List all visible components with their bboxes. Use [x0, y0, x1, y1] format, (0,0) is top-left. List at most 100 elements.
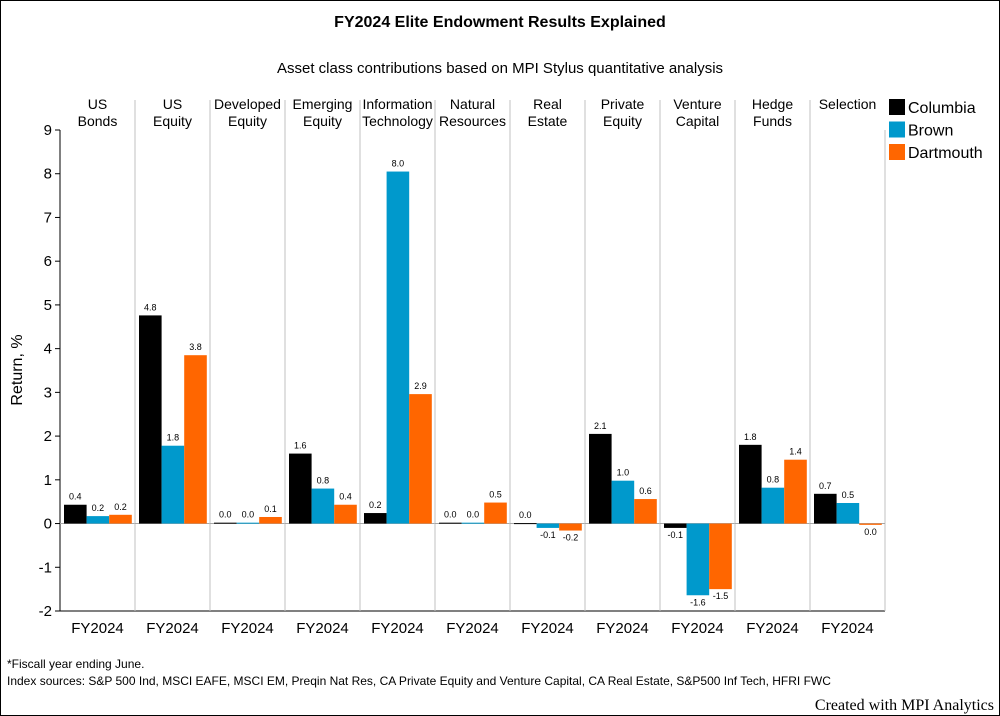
bar-dartmouth: [259, 516, 282, 524]
bar-columbia: [739, 444, 762, 524]
y-tick-label: 5: [44, 297, 52, 314]
data-label: 1.0: [617, 468, 630, 478]
data-label: 2.9: [414, 381, 427, 391]
data-label: 0.0: [242, 510, 255, 520]
data-label: 2.1: [594, 421, 607, 431]
x-tick-label: FY2024: [821, 620, 874, 637]
bar-columbia: [364, 513, 387, 524]
data-label: 0.0: [444, 510, 457, 520]
panel-header-label: Information: [362, 96, 432, 112]
panel-header-label: Selection: [819, 96, 877, 112]
panel-header-label: Estate: [528, 113, 568, 129]
bar-brown: [236, 522, 260, 524]
bar-columbia: [439, 522, 462, 524]
panel-header-label: Natural: [450, 96, 495, 112]
data-label: 0.7: [819, 481, 832, 491]
data-label: 0.1: [264, 504, 277, 514]
data-label: 0.5: [842, 490, 855, 500]
bar-dartmouth: [109, 514, 132, 524]
legend-swatch-dartmouth: [889, 144, 905, 160]
data-label: 8.0: [392, 159, 405, 169]
bar-brown: [611, 480, 635, 524]
y-tick-label: 3: [44, 384, 52, 401]
bar-columbia: [139, 315, 162, 524]
data-label: 1.8: [167, 433, 180, 443]
bar-brown: [761, 487, 785, 524]
bar-dartmouth: [859, 523, 882, 525]
panel-header-label: Resources: [439, 113, 506, 129]
y-tick-label: -2: [39, 603, 52, 620]
panel-header-label: Technology: [362, 113, 433, 129]
data-label: 1.8: [744, 432, 757, 442]
data-label: 0.2: [369, 500, 382, 510]
bar-brown: [161, 445, 185, 524]
panel-header-label: Venture: [673, 96, 721, 112]
data-label: 0.0: [467, 510, 480, 520]
bar-dartmouth: [334, 504, 357, 524]
panel-header-label: Developed: [214, 96, 281, 112]
data-label: 1.4: [789, 447, 802, 457]
y-tick-label: 2: [44, 428, 52, 445]
bar-dartmouth: [784, 459, 807, 524]
data-label: 0.4: [69, 492, 82, 502]
bar-brown: [836, 502, 860, 524]
x-tick-label: FY2024: [521, 620, 574, 637]
legend: Columbia Brown Dartmouth: [889, 99, 983, 162]
data-label: 0.2: [92, 503, 105, 513]
data-label: -1.5: [713, 591, 729, 601]
panel-header-label: US: [88, 96, 107, 112]
legend-swatch-brown: [889, 121, 905, 138]
bar-dartmouth: [709, 523, 732, 590]
y-tick-label: -1: [39, 559, 52, 576]
data-label: -0.1: [668, 530, 684, 540]
bar-columbia: [814, 493, 837, 524]
data-label: 0.0: [519, 510, 532, 520]
data-label: 0.8: [317, 476, 330, 486]
x-tick-label: FY2024: [446, 620, 499, 637]
data-label: 0.2: [114, 502, 127, 512]
bar-columbia: [289, 453, 312, 524]
data-label: -1.6: [690, 597, 706, 607]
bar-columbia: [664, 523, 687, 528]
x-tick-label: FY2024: [371, 620, 424, 637]
bar-columbia: [214, 522, 237, 524]
data-label: 3.8: [189, 342, 202, 352]
legend-swatch-columbia: [889, 99, 905, 115]
panel-header-label: Emerging: [293, 96, 353, 112]
x-tick-label: FY2024: [296, 620, 349, 637]
bar-columbia: [514, 523, 537, 525]
bar-columbia: [64, 504, 87, 524]
panel-header-label: Private: [601, 96, 645, 112]
bar-brown: [386, 171, 410, 524]
panel-header-label: Real: [533, 96, 562, 112]
chart-title: FY2024 Elite Endowment Results Explained: [334, 14, 666, 31]
data-label: 0.5: [489, 490, 502, 500]
data-label: -0.2: [563, 533, 579, 543]
bar-dartmouth: [559, 523, 582, 531]
y-tick-label: 1: [44, 472, 52, 489]
legend-label-columbia: Columbia: [908, 100, 976, 117]
y-tick-label: 0: [44, 516, 52, 533]
bar-brown: [461, 522, 485, 524]
data-label: 0.8: [767, 475, 780, 485]
panel-header-label: Funds: [753, 113, 792, 129]
x-tick-label: FY2024: [221, 620, 274, 637]
x-tick-label: FY2024: [71, 620, 124, 637]
bar-dartmouth: [184, 355, 207, 524]
y-tick-label: 4: [44, 341, 52, 358]
footnote-index-sources: Index sources: S&P 500 Ind, MSCI EAFE, M…: [7, 674, 831, 688]
chart-subtitle: Asset class contributions based on MPI S…: [277, 60, 723, 77]
panel-header-label: Equity: [153, 113, 192, 129]
panel-header-label: Capital: [676, 113, 720, 129]
data-label: 0.6: [639, 486, 652, 496]
panel-header-label: Equity: [603, 113, 642, 129]
y-tick-label: 9: [44, 122, 52, 139]
y-tick-label: 8: [44, 166, 52, 183]
data-label: 0.0: [219, 510, 232, 520]
x-tick-label: FY2024: [596, 620, 649, 637]
legend-label-dartmouth: Dartmouth: [908, 145, 983, 162]
data-label: 0.4: [339, 492, 352, 502]
y-tick-label: 6: [44, 253, 52, 270]
